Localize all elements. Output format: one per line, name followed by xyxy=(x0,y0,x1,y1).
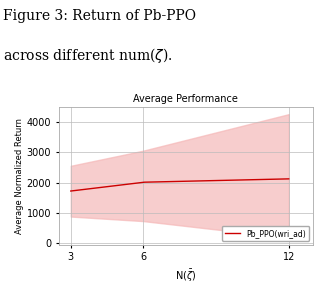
Pb_PPO(wri_ad) xyxy=(253,178,257,181)
Legend: Pb_PPO(wri_ad): Pb_PPO(wri_ad) xyxy=(222,226,309,241)
Y-axis label: Average Normalized Return: Average Normalized Return xyxy=(15,118,24,234)
Text: across different num($\zeta$).: across different num($\zeta$). xyxy=(3,46,173,65)
Pb_PPO(wri_ad) xyxy=(202,179,206,183)
Pb_PPO(wri_ad) xyxy=(266,178,270,181)
Pb_PPO(wri_ad) xyxy=(69,189,73,193)
X-axis label: N($\bar{\zeta}$): N($\bar{\zeta}$) xyxy=(175,268,197,284)
Line: Pb_PPO(wri_ad): Pb_PPO(wri_ad) xyxy=(71,179,289,191)
Text: Figure 3: Return of Pb-PPO: Figure 3: Return of Pb-PPO xyxy=(3,9,196,23)
Pb_PPO(wri_ad) xyxy=(69,189,73,193)
Pb_PPO(wri_ad) xyxy=(199,179,202,183)
Pb_PPO(wri_ad) xyxy=(287,177,291,181)
Pb_PPO(wri_ad) xyxy=(198,179,202,183)
Title: Average Performance: Average Performance xyxy=(133,94,238,104)
